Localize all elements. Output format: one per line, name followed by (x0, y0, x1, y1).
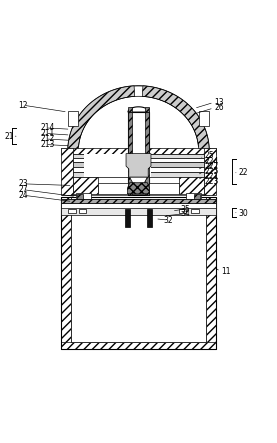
Polygon shape (128, 107, 132, 112)
Polygon shape (128, 107, 149, 112)
Bar (61, 197, 71, 349)
Bar (128, 112, 132, 195)
Text: 12: 12 (18, 101, 27, 110)
Text: 11: 11 (222, 267, 231, 276)
Bar (84, 154, 126, 177)
Polygon shape (126, 154, 151, 177)
Text: 32: 32 (163, 216, 173, 225)
Polygon shape (127, 183, 150, 194)
Polygon shape (68, 86, 209, 195)
Text: 222: 222 (205, 162, 219, 171)
Bar (204, 148, 216, 195)
Text: 35: 35 (180, 205, 190, 214)
Text: 223: 223 (205, 177, 219, 186)
Polygon shape (130, 177, 147, 187)
Bar (73, 154, 204, 158)
Bar (73, 172, 204, 177)
Bar (76, 193, 91, 199)
Bar (73, 158, 204, 162)
Bar (77, 194, 83, 199)
Bar (79, 209, 86, 213)
Text: 22: 22 (239, 168, 248, 177)
Bar (186, 193, 201, 199)
Text: 25: 25 (205, 151, 215, 160)
Polygon shape (145, 107, 149, 112)
Bar (68, 209, 76, 213)
Bar (191, 209, 199, 213)
Bar (199, 111, 209, 126)
Bar (145, 112, 149, 195)
Bar (71, 197, 206, 342)
Bar (61, 199, 216, 203)
Bar (128, 112, 149, 195)
Text: 211: 211 (40, 129, 54, 138)
Bar (199, 151, 209, 195)
Text: 34: 34 (180, 209, 190, 218)
Bar (68, 111, 78, 126)
Bar (125, 209, 130, 227)
Bar (179, 209, 186, 213)
Bar (71, 151, 78, 195)
Text: 214: 214 (40, 123, 55, 132)
Bar (61, 148, 73, 195)
Text: 213: 213 (40, 140, 55, 149)
Bar (61, 209, 216, 214)
Polygon shape (78, 96, 199, 195)
Bar (61, 197, 216, 349)
Polygon shape (68, 86, 135, 151)
Bar (98, 183, 179, 194)
Text: 21: 21 (5, 132, 14, 141)
Bar (61, 203, 216, 209)
Bar (73, 177, 98, 194)
Bar (179, 177, 204, 194)
Text: 221: 221 (205, 172, 219, 181)
Bar (73, 167, 204, 172)
Bar (126, 154, 151, 177)
Bar (61, 198, 216, 203)
Bar (147, 209, 152, 227)
Text: 27: 27 (18, 185, 28, 194)
Bar (68, 151, 78, 195)
Text: 13: 13 (215, 98, 224, 107)
Text: 30: 30 (239, 209, 248, 218)
Text: 212: 212 (40, 135, 54, 144)
Bar (73, 162, 204, 167)
Bar (61, 148, 216, 154)
Text: 224: 224 (205, 157, 219, 166)
Bar (61, 342, 216, 349)
Bar (194, 194, 200, 199)
Text: 23: 23 (18, 179, 28, 188)
Text: 24: 24 (18, 190, 28, 200)
Text: 225: 225 (205, 167, 219, 175)
Text: 26: 26 (215, 103, 224, 113)
Polygon shape (142, 86, 209, 151)
Bar (206, 197, 216, 349)
